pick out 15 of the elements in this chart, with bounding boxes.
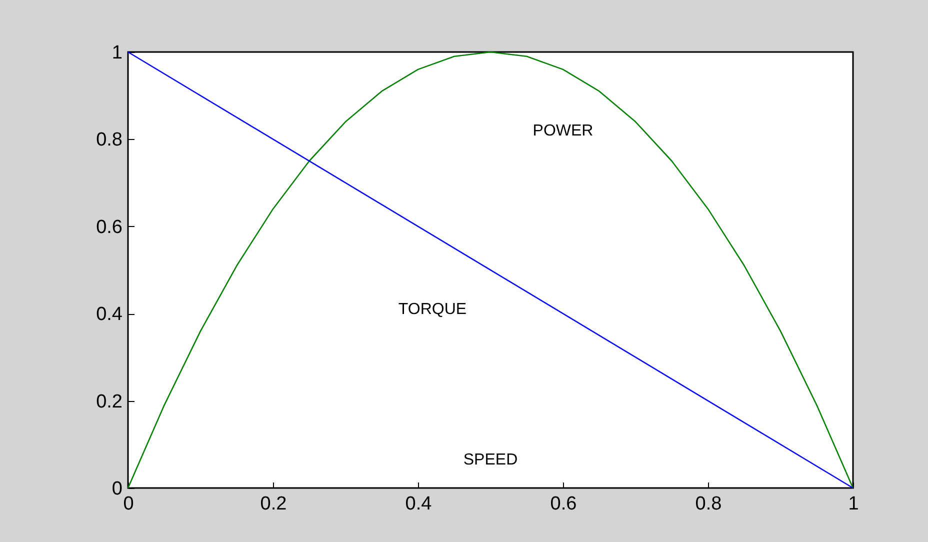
- y-tick-label: 0.8: [96, 130, 122, 151]
- x-tick-label: 1: [848, 494, 859, 514]
- y-tick-label: 0: [112, 478, 122, 500]
- y-tick-label: 1: [112, 42, 122, 64]
- annotation: SPEED: [463, 452, 518, 469]
- text: TORQUE: [398, 301, 467, 318]
- series-label: POWER: [532, 122, 594, 140]
- x-tick-label: 0.8: [695, 494, 722, 514]
- x-tick-label: 0.4: [405, 494, 432, 514]
- y-tick-label: 0.2: [96, 391, 122, 412]
- line-series: [127, 51, 854, 489]
- y-tick-label: 0.6: [96, 216, 122, 238]
- x-tick-label: 0.6: [550, 494, 577, 514]
- x-tick-label: 0.2: [260, 494, 287, 514]
- y-tick-label: 0.4: [96, 304, 123, 326]
